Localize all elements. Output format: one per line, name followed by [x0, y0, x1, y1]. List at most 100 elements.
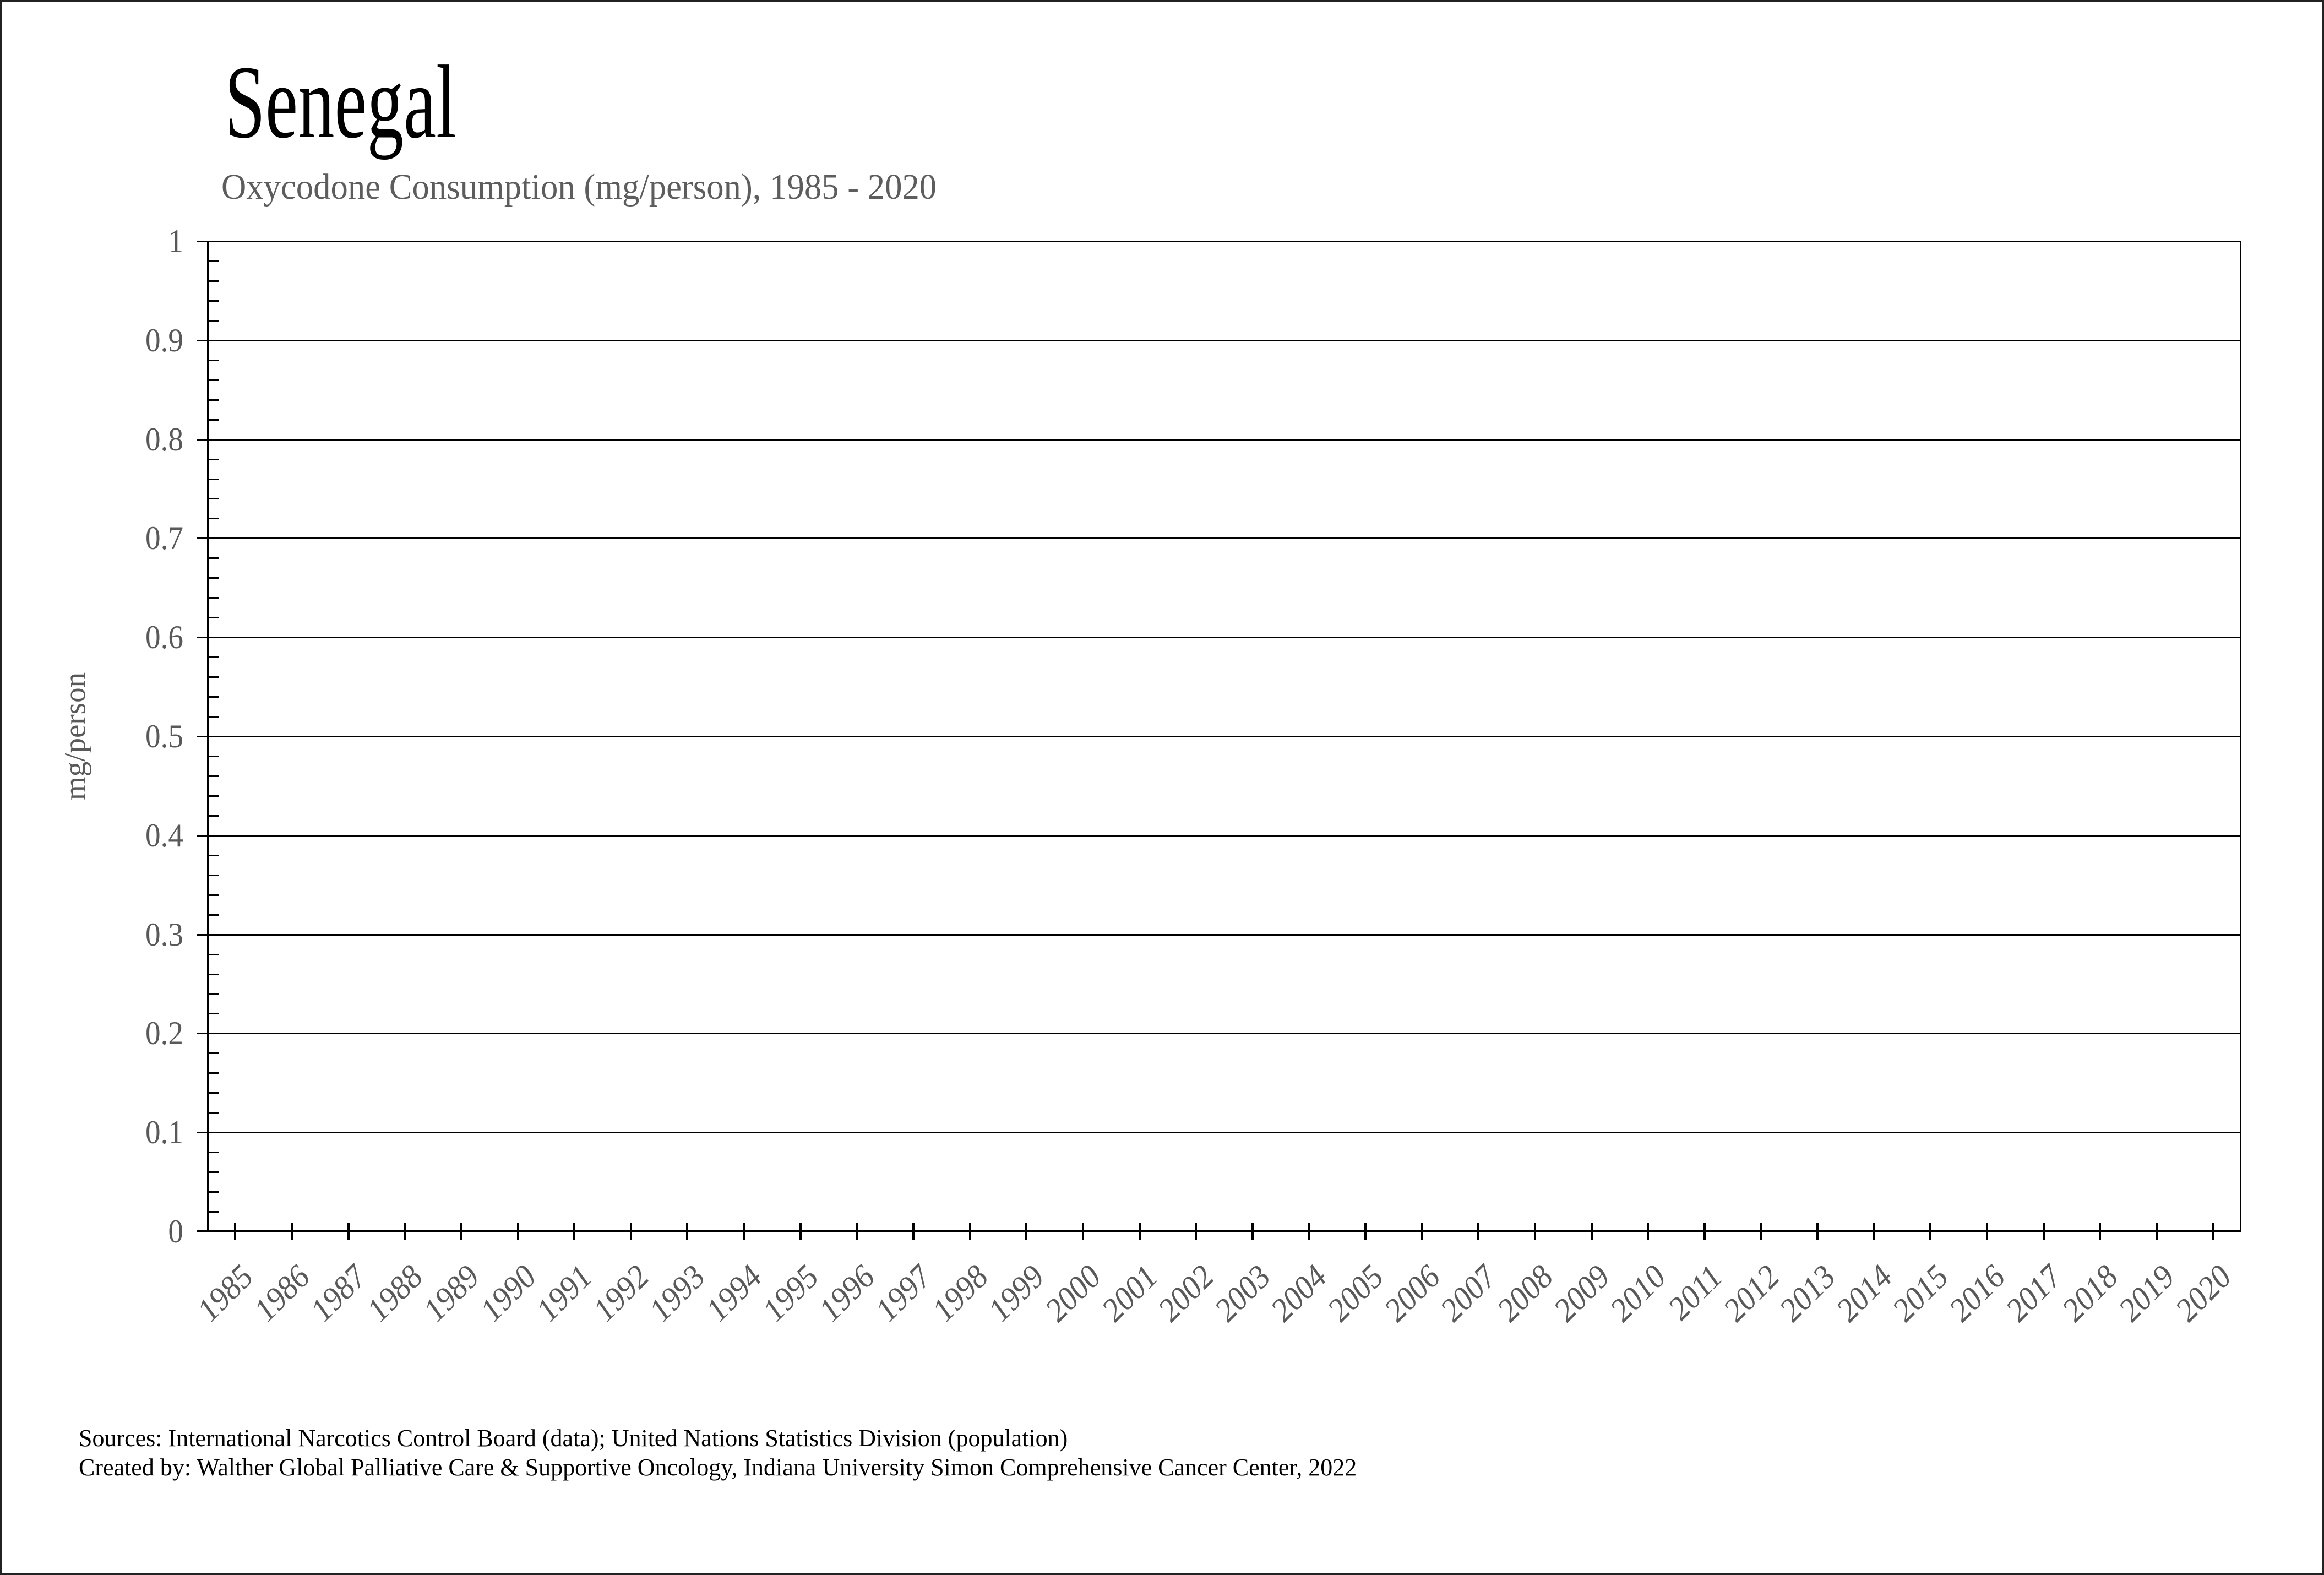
x-tick-label-text: 1991 — [529, 1258, 600, 1328]
y-minor-tick-mark — [209, 1112, 219, 1114]
x-tick-mark — [2099, 1223, 2101, 1240]
y-minor-tick-mark — [209, 399, 219, 401]
y-minor-tick-mark — [209, 1152, 219, 1153]
x-tick-mark — [1986, 1223, 1988, 1240]
y-minor-tick-mark — [209, 280, 219, 282]
x-tick-mark — [2156, 1223, 2158, 1240]
y-tick-label-text: 0.9 — [145, 322, 183, 359]
x-tick-mark — [404, 1223, 406, 1240]
x-tick-label-text: 1990 — [472, 1258, 543, 1328]
gridline — [197, 1033, 2241, 1034]
gridline — [197, 736, 2241, 737]
y-minor-tick-mark — [209, 260, 219, 262]
y-tick-label-text: 0.7 — [145, 520, 183, 556]
y-minor-tick-mark — [209, 617, 219, 618]
y-minor-tick-mark — [209, 954, 219, 955]
y-tick-label: 0.6 — [18, 621, 183, 654]
y-tick-label-text: 0.8 — [145, 421, 183, 458]
plot-area — [197, 241, 2241, 1240]
x-tick-mark — [234, 1223, 236, 1240]
y-minor-tick-mark — [209, 419, 219, 421]
x-tick-label-text: 2012 — [1716, 1258, 1787, 1328]
y-minor-tick-mark — [209, 459, 219, 460]
x-axis-line — [197, 1230, 2241, 1232]
y-tick-label-text: 0.3 — [145, 916, 183, 953]
x-tick-mark — [1025, 1223, 1027, 1240]
chart-title: Senegal — [225, 50, 556, 155]
x-tick-mark — [2212, 1223, 2214, 1240]
y-minor-tick-mark — [209, 379, 219, 381]
x-tick-mark — [856, 1223, 858, 1240]
x-tick-label-text: 2020 — [2168, 1258, 2239, 1328]
x-tick-mark — [1760, 1223, 1762, 1240]
y-minor-tick-mark — [209, 1211, 219, 1213]
x-tick-label-text: 2011 — [1661, 1258, 1730, 1327]
y-minor-tick-mark — [209, 1191, 219, 1193]
x-tick-label-text: 2013 — [1772, 1258, 1843, 1328]
gridline — [197, 934, 2241, 936]
x-tick-mark — [2043, 1223, 2045, 1240]
x-tick-label-text: 2004 — [1263, 1258, 1334, 1328]
y-minor-tick-mark — [209, 716, 219, 718]
y-tick-label: 0.4 — [18, 819, 183, 852]
x-tick-mark — [1139, 1223, 1141, 1240]
x-tick-label-text: 2001 — [1094, 1258, 1165, 1328]
x-tick-label-text: 2002 — [1150, 1258, 1221, 1328]
x-tick-mark — [912, 1223, 915, 1240]
x-tick-label-text: 2016 — [1941, 1258, 2012, 1328]
x-tick-label-text: 1988 — [359, 1258, 430, 1328]
x-tick-mark — [1647, 1223, 1649, 1240]
y-minor-tick-mark — [209, 300, 219, 302]
gridline — [197, 537, 2241, 539]
x-tick-label-text: 2019 — [2111, 1258, 2182, 1328]
footer-sources: Sources: International Narcotics Control… — [79, 1425, 1068, 1452]
y-tick-label-text: 0.4 — [145, 817, 183, 854]
x-tick-label-text: 2007 — [1433, 1258, 1504, 1328]
y-minor-tick-mark — [209, 696, 219, 698]
y-tick-label: 1 — [18, 225, 183, 258]
y-minor-tick-mark — [209, 815, 219, 817]
x-tick-mark — [1477, 1223, 1479, 1240]
chart-subtitle: Oxycodone Consumption (mg/person), 1985 … — [221, 169, 975, 205]
x-tick-label-text: 1985 — [189, 1258, 260, 1328]
y-tick-label: 0.2 — [18, 1017, 183, 1050]
y-tick-label-text: 0.5 — [145, 718, 183, 754]
x-tick-mark — [1929, 1223, 1931, 1240]
x-tick-label-text: 1998 — [924, 1258, 995, 1328]
gridline — [197, 637, 2241, 638]
y-minor-tick-mark — [209, 1171, 219, 1173]
x-tick-mark — [686, 1223, 688, 1240]
x-tick-label-text: 1989 — [416, 1258, 487, 1328]
x-tick-mark — [1591, 1223, 1593, 1240]
y-minor-tick-mark — [209, 656, 219, 658]
x-tick-label-text: 2015 — [1885, 1258, 1956, 1328]
gridline — [197, 439, 2241, 441]
y-minor-tick-mark — [209, 577, 219, 579]
x-tick-mark — [1082, 1223, 1084, 1240]
y-minor-tick-mark — [209, 993, 219, 995]
y-minor-tick-mark — [209, 1072, 219, 1074]
x-tick-mark — [1873, 1223, 1875, 1240]
x-tick-label-text: 2000 — [1037, 1258, 1108, 1328]
y-minor-tick-mark — [209, 855, 219, 856]
y-minor-tick-mark — [209, 676, 219, 678]
x-tick-mark — [1816, 1223, 1819, 1240]
x-tick-label-text: 1993 — [641, 1258, 712, 1328]
x-tick-mark — [1195, 1223, 1197, 1240]
y-minor-tick-mark — [209, 795, 219, 797]
x-tick-mark — [1364, 1223, 1367, 1240]
x-tick-mark — [630, 1223, 632, 1240]
gridline — [197, 340, 2241, 341]
chart-title-text: Senegal — [225, 45, 457, 160]
x-tick-mark — [743, 1223, 745, 1240]
y-minor-tick-mark — [209, 875, 219, 876]
x-tick-mark — [1421, 1223, 1423, 1240]
x-tick-label-text: 2014 — [1828, 1258, 1900, 1328]
y-tick-label-text: 0 — [168, 1213, 183, 1250]
y-minor-tick-mark — [209, 320, 219, 322]
x-tick-label-text: 1986 — [246, 1258, 317, 1328]
y-minor-tick-mark — [209, 1013, 219, 1014]
x-tick-label-text: 2003 — [1207, 1258, 1278, 1328]
y-tick-label-text: 0.1 — [145, 1114, 183, 1150]
y-tick-label: 0.9 — [18, 324, 183, 357]
